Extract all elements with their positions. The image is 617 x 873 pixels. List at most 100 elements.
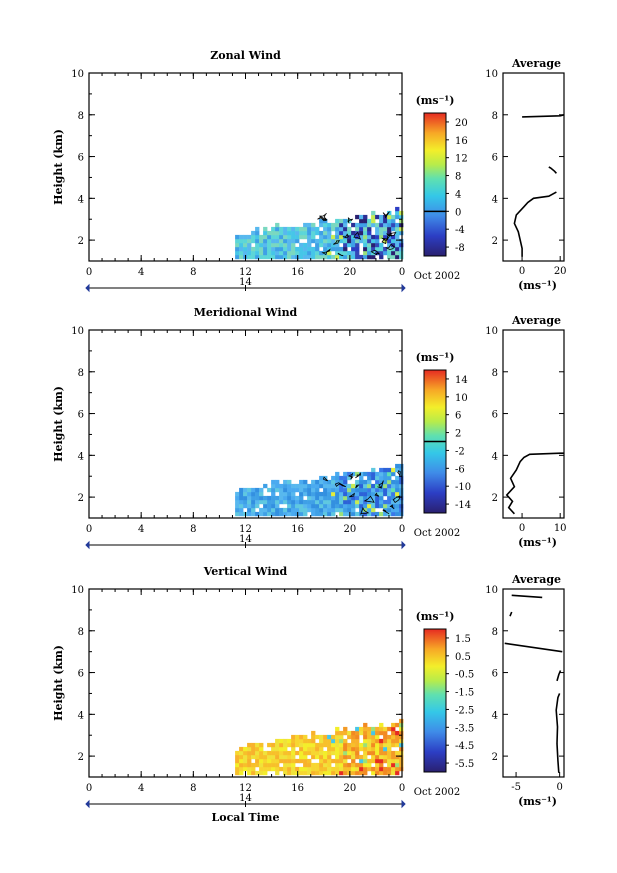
heatmap-cell xyxy=(275,254,280,260)
chart-title: Vertical Wind xyxy=(203,565,288,578)
contour-line xyxy=(322,476,329,482)
heatmap-cell xyxy=(323,230,328,236)
heatmap-cell xyxy=(355,762,360,768)
heatmap-cell xyxy=(371,254,376,260)
heatmap-cell xyxy=(399,754,404,760)
heatmap-cell xyxy=(375,742,380,748)
heatmap-cell xyxy=(367,742,372,748)
x-tick-label: 12 xyxy=(239,783,252,794)
contour-line xyxy=(317,217,327,222)
heatmap-cell xyxy=(299,483,304,489)
heatmap-cell xyxy=(235,507,240,513)
heatmap-cell xyxy=(291,746,296,752)
heatmap-cell xyxy=(279,234,284,240)
contour-line xyxy=(355,484,360,489)
heatmap-cell xyxy=(251,230,256,236)
heatmap-cell xyxy=(339,226,344,232)
heatmap-cell xyxy=(359,254,364,260)
heatmap-cell xyxy=(271,230,276,236)
heatmap-cell xyxy=(259,246,264,252)
heatmap-cell xyxy=(239,491,244,497)
heatmap-cell xyxy=(283,234,288,240)
heatmap-cell xyxy=(367,762,372,768)
heatmap-cell xyxy=(259,487,264,493)
heatmap-cell xyxy=(371,234,376,240)
heatmap-cell xyxy=(375,758,380,764)
heatmap-cell xyxy=(363,495,368,501)
heatmap-cell xyxy=(295,230,300,236)
average-title: Average xyxy=(511,314,561,327)
heatmap-cell xyxy=(335,766,340,772)
heatmap-cell xyxy=(307,766,312,772)
heatmap-cell xyxy=(235,246,240,252)
heatmap-cell xyxy=(379,495,384,501)
heatmap-cell xyxy=(275,250,280,256)
heatmap-cell xyxy=(355,487,360,493)
heatmap-cell xyxy=(399,230,404,236)
heatmap-cell xyxy=(283,746,288,752)
heatmap-cell xyxy=(311,234,316,240)
heatmap-cell xyxy=(275,242,280,248)
heatmap-cell xyxy=(247,254,252,260)
heatmap-cell xyxy=(387,726,392,732)
heatmap-cell xyxy=(351,495,356,501)
heatmap-cell xyxy=(395,491,400,497)
chart-title: Zonal Wind xyxy=(210,49,281,62)
heatmap-cell xyxy=(387,758,392,764)
date-right-label: Oct 2002 xyxy=(414,787,460,798)
heatmap-cell xyxy=(291,495,296,501)
heatmap-cell xyxy=(255,499,260,505)
heatmap-cell xyxy=(263,758,268,764)
heatmap-cell xyxy=(383,475,388,481)
heatmap-cell xyxy=(307,242,312,248)
heatmap-cell xyxy=(379,726,384,732)
heatmap-cell xyxy=(355,754,360,760)
heatmap-cell xyxy=(283,479,288,485)
heatmap-cell xyxy=(275,750,280,756)
heatmap-cell xyxy=(395,754,400,760)
heatmap-cell xyxy=(311,750,316,756)
heatmap-cell xyxy=(387,503,392,509)
heatmap-cell xyxy=(295,487,300,493)
average-title: Average xyxy=(511,573,561,586)
heatmap-cell xyxy=(291,499,296,505)
heatmap-cell xyxy=(247,242,252,248)
heatmap-cell xyxy=(347,234,352,240)
heatmap-cell xyxy=(371,487,376,493)
heatmap-cell xyxy=(251,254,256,260)
heatmap-cell xyxy=(371,750,376,756)
heatmap-cell xyxy=(291,238,296,244)
heatmap-cell xyxy=(343,479,348,485)
heatmap-cell xyxy=(363,730,368,736)
heatmap-cell xyxy=(299,226,304,232)
heatmap-cell xyxy=(391,214,396,220)
heatmap-cell xyxy=(359,754,364,760)
heatmap-cell xyxy=(347,730,352,736)
heatmap-cell xyxy=(255,246,260,252)
heatmap-cell xyxy=(399,254,404,260)
heatmap-cell xyxy=(291,507,296,513)
heatmap-cell xyxy=(331,246,336,252)
heatmap-cell xyxy=(363,218,368,224)
heatmap-cell xyxy=(395,206,400,212)
heatmap-cell xyxy=(295,766,300,772)
heatmap-field xyxy=(235,718,404,776)
heatmap-cell xyxy=(375,479,380,485)
heatmap-cell xyxy=(235,758,240,764)
heatmap-cell xyxy=(255,746,260,752)
heatmap-cell xyxy=(379,511,384,517)
heatmap-cell xyxy=(339,238,344,244)
heatmap-cell xyxy=(315,511,320,517)
heatmap-cell xyxy=(283,499,288,505)
heatmap-cell xyxy=(239,499,244,505)
heatmap-cell xyxy=(359,487,364,493)
heatmap-cell xyxy=(399,734,404,740)
heatmap-cell xyxy=(363,238,368,244)
heatmap-cell xyxy=(367,242,372,248)
heatmap-cell xyxy=(395,222,400,228)
heatmap-cell xyxy=(383,487,388,493)
heatmap-cell xyxy=(327,738,332,744)
contour-line xyxy=(397,470,401,477)
heatmap-cell xyxy=(251,762,256,768)
